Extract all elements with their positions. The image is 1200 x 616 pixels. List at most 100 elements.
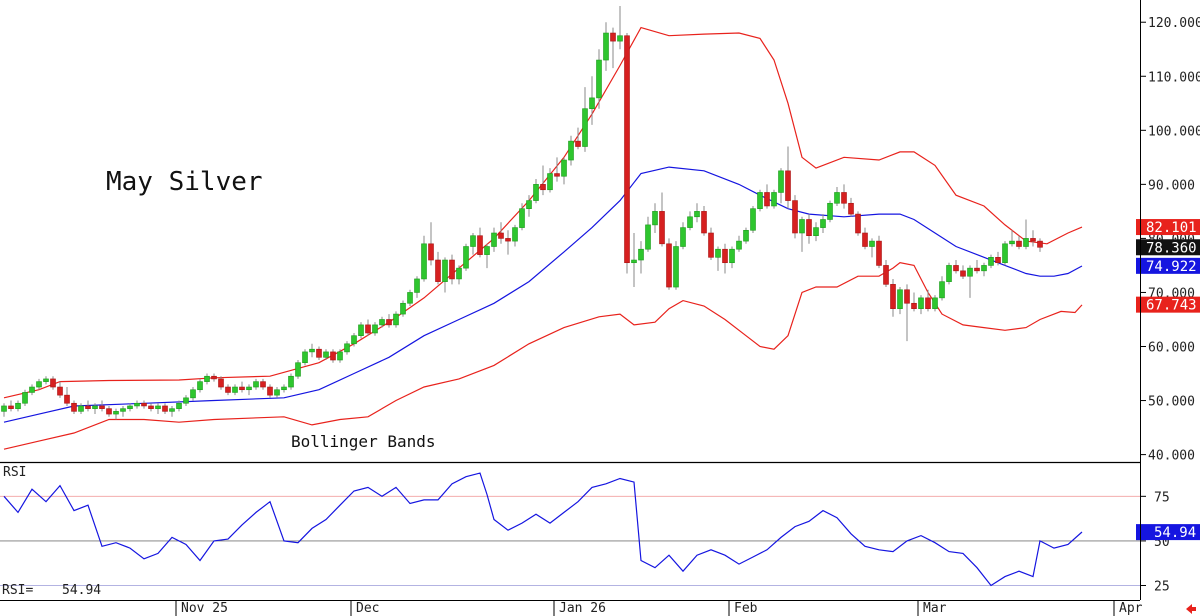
candle <box>540 165 546 196</box>
upper-band-line <box>3 26 1083 399</box>
bollinger-bands <box>3 26 1083 450</box>
candle <box>687 211 693 231</box>
candle <box>36 378 42 390</box>
price-tick-label: 90.000 <box>1148 178 1195 193</box>
candle <box>323 349 329 361</box>
candle <box>372 322 378 336</box>
candle <box>918 295 924 315</box>
candle <box>134 400 140 409</box>
candle <box>785 146 791 209</box>
candle <box>666 238 672 290</box>
candle <box>365 319 371 336</box>
candle <box>435 251 441 285</box>
candle <box>624 33 630 274</box>
candle <box>792 195 798 239</box>
price-tick-label: 40.000 <box>1148 449 1195 464</box>
candle <box>603 22 609 71</box>
candle <box>799 216 805 252</box>
candle <box>883 260 889 288</box>
candle <box>456 265 462 285</box>
time-axis: Nov 25 Dec Jan 26 Feb Mar Apr <box>0 600 1143 616</box>
candle <box>757 189 763 212</box>
candle <box>708 227 714 261</box>
candle <box>155 403 161 415</box>
candle <box>960 265 966 279</box>
candle <box>253 378 259 390</box>
price-axis: 120.000110.000100.00090.00080.00070.0006… <box>1140 16 1200 464</box>
candle <box>218 376 224 390</box>
candle <box>736 235 742 252</box>
candle <box>484 243 490 269</box>
candle <box>876 235 882 269</box>
candle <box>806 214 812 244</box>
candle <box>246 384 252 396</box>
candle <box>71 400 77 415</box>
candle <box>491 227 497 252</box>
candle <box>589 76 595 125</box>
candle <box>939 276 945 301</box>
candle <box>1002 241 1008 266</box>
candle <box>967 265 973 298</box>
rsi-readout-label: RSI= <box>2 583 33 598</box>
candle <box>463 243 469 271</box>
price-badge-value: 74.922 <box>1146 259 1197 275</box>
rsi-badge-value: 54.94 <box>1154 525 1196 541</box>
candle <box>862 227 868 250</box>
candle <box>932 295 938 312</box>
price-badge-last-price: 78.360 <box>1136 239 1200 256</box>
price-badges: 82.101 78.360 74.922 67.743 <box>1136 219 1200 314</box>
candle <box>267 384 273 398</box>
candle <box>141 400 147 409</box>
candle <box>309 343 315 358</box>
candle <box>50 376 56 390</box>
candle <box>288 373 294 390</box>
candle <box>421 235 427 282</box>
candle <box>743 227 749 244</box>
candle <box>428 222 434 266</box>
candle <box>813 222 819 242</box>
candle <box>561 157 567 185</box>
time-tick-label: Jan 26 <box>559 601 606 616</box>
candle <box>176 400 182 412</box>
candle <box>946 262 952 285</box>
candle <box>295 360 301 379</box>
candle <box>29 384 35 396</box>
candle <box>442 257 448 293</box>
candle <box>204 373 210 385</box>
candle <box>1023 219 1029 250</box>
candle <box>953 260 959 274</box>
candle <box>596 49 602 109</box>
candle <box>890 278 896 317</box>
candle <box>533 178 539 204</box>
candle <box>197 378 203 393</box>
candle <box>869 238 875 258</box>
candle <box>232 384 238 396</box>
candle <box>1037 238 1043 252</box>
candle <box>771 189 777 209</box>
candle <box>512 224 518 247</box>
candle <box>911 292 917 312</box>
candle <box>302 349 308 366</box>
price-tick-label: 100.000 <box>1148 124 1200 139</box>
candle <box>449 254 455 285</box>
candle <box>260 378 266 390</box>
time-tick-label: Dec <box>356 601 379 616</box>
rsi-tick-label: 25 <box>1154 580 1170 595</box>
scroll-right-arrow-icon[interactable] <box>1186 604 1196 614</box>
candle <box>820 214 826 233</box>
time-tick-label: Mar <box>923 601 947 616</box>
candle <box>393 311 399 328</box>
candle <box>904 284 910 342</box>
candle <box>281 384 287 393</box>
candle <box>505 230 511 255</box>
candle <box>22 389 28 406</box>
candle <box>841 184 847 209</box>
candle <box>400 300 406 317</box>
candle <box>148 403 154 412</box>
candle <box>750 205 756 233</box>
candle <box>848 197 854 217</box>
candle <box>568 135 574 166</box>
candle <box>379 316 385 328</box>
candle <box>43 376 49 385</box>
